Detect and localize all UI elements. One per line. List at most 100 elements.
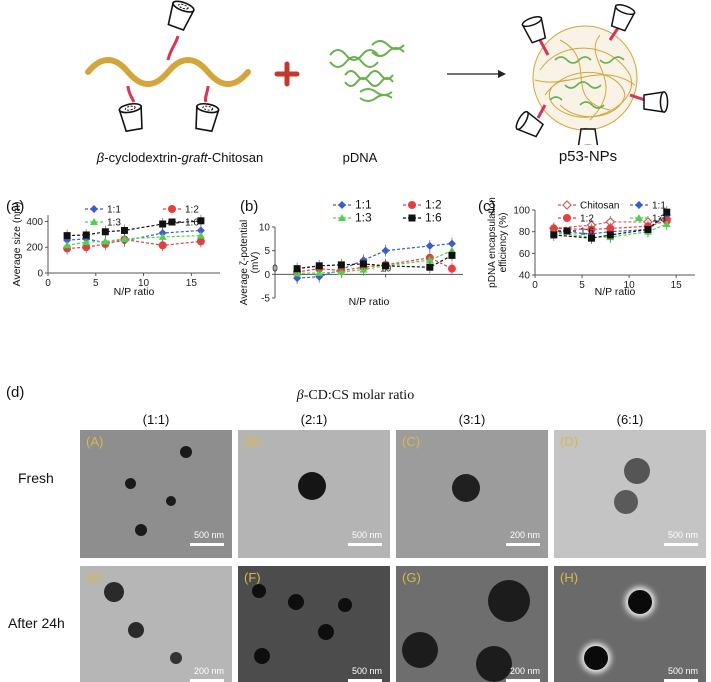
data-point [662, 220, 671, 228]
data-point [425, 256, 434, 264]
dna-helix-icon [329, 40, 405, 102]
x-tick-label: 15 [671, 280, 683, 291]
tem-image: (C) 200 nm [396, 430, 548, 558]
y-tick-label: 400 [26, 217, 43, 228]
scale-bar-label: 200 nm [193, 666, 224, 676]
data-point [158, 241, 167, 250]
data-point [381, 246, 390, 255]
legend-label: 1:3 [355, 211, 372, 225]
y-tick-label: -5 [261, 294, 270, 305]
panel-b-letter: (b) [240, 198, 259, 215]
legend-label: 1:6 [580, 227, 594, 238]
legend-label: 1:2 [425, 198, 442, 212]
particle [128, 622, 144, 638]
row-header: After 24h [8, 615, 65, 631]
legend-label: Chitosan [580, 201, 619, 212]
image-tag: (B) [244, 434, 262, 449]
tem-image: (F) 500 nm [238, 566, 390, 682]
data-point [293, 265, 301, 273]
x-axis-label: N/P ratio [595, 286, 636, 298]
data-point [447, 239, 456, 248]
data-point [101, 237, 110, 245]
legend-marker [408, 214, 416, 222]
column-header: (2:1) [300, 412, 328, 427]
tem-image: (H) 500 nm [554, 566, 706, 682]
plus-icon [274, 61, 300, 87]
data-point [315, 268, 324, 276]
x-axis-label: N/P ratio [349, 296, 390, 308]
particle [254, 648, 270, 664]
data-point [101, 228, 109, 236]
data-point [550, 231, 558, 239]
nanoparticle-icon [515, 3, 669, 145]
legend-marker [338, 201, 346, 209]
y-axis-label: efficiency (%) [498, 213, 509, 273]
particle [104, 582, 124, 602]
column-header: (6:1) [616, 412, 644, 427]
series-line [67, 235, 201, 246]
data-point [337, 267, 346, 275]
particle [180, 446, 192, 458]
particle [252, 584, 266, 598]
y-tick-label: 60 [519, 249, 531, 260]
y-axis-label: (mV) [250, 252, 261, 274]
legend-label: 1:3 [652, 214, 666, 225]
panel-d-letter: (d) [6, 384, 25, 401]
data-point [315, 262, 323, 270]
linker-icon [166, 35, 180, 61]
chart-panel-a: 0 200 400 0 5 10 15 N/P ratio Average size (nm) 1… [11, 201, 220, 298]
y-tick-label: 80 [519, 227, 531, 238]
particle [125, 478, 136, 489]
data-point [587, 225, 596, 234]
particle [318, 624, 334, 640]
arrow-icon [447, 70, 506, 78]
particle [476, 646, 512, 682]
scale-bar [348, 543, 382, 546]
polymer-label: β-cyclodextrin-graft-Chitosan [96, 150, 264, 165]
y-axis-label: Average size (nm) [11, 201, 23, 286]
x-tick-label: 10 [138, 278, 150, 289]
legend-label: 1:1 [355, 198, 372, 212]
scale-bar-label: 500 nm [667, 530, 698, 540]
image-tag: (F) [244, 570, 261, 585]
data-point [82, 231, 90, 239]
data-point [644, 226, 652, 233]
image-tag: (A) [86, 434, 104, 449]
data-point [197, 217, 205, 225]
data-point [159, 220, 167, 228]
scale-bar [190, 543, 224, 546]
linker-icon [126, 85, 136, 103]
scale-bar [664, 543, 698, 546]
schematic-graphics [85, 0, 669, 145]
legend-label: 1:3 [107, 218, 121, 229]
column-header: (3:1) [458, 412, 486, 427]
scale-bar-label: 200 nm [509, 666, 540, 676]
y-tick-label: 100 [513, 206, 530, 217]
legend-marker [168, 205, 176, 213]
legend-label: 1:2 [580, 214, 594, 225]
x-tick-label: 15 [186, 278, 198, 289]
legend-marker [90, 205, 98, 213]
particle [338, 598, 352, 612]
particle [614, 490, 638, 514]
legend-marker [168, 218, 176, 226]
particle [298, 472, 326, 500]
legend-marker [338, 214, 346, 221]
data-point [120, 234, 129, 242]
y-axis-label: Average ζ-potential [239, 220, 250, 305]
scale-bar [664, 679, 698, 682]
y-tick-label: 0 [264, 270, 270, 281]
particle [584, 646, 608, 670]
particle [288, 594, 304, 610]
legend-marker [90, 218, 98, 225]
tem-image: (D) 500 nm [554, 430, 706, 558]
data-point [120, 226, 128, 234]
chitosan-backbone-icon [85, 57, 251, 87]
legend-label: 1:2 [185, 205, 199, 216]
data-point [382, 262, 390, 270]
scale-bar-label: 500 nm [667, 666, 698, 676]
x-tick-label: 0 [532, 280, 538, 291]
data-point [82, 238, 91, 246]
particle [166, 496, 176, 506]
